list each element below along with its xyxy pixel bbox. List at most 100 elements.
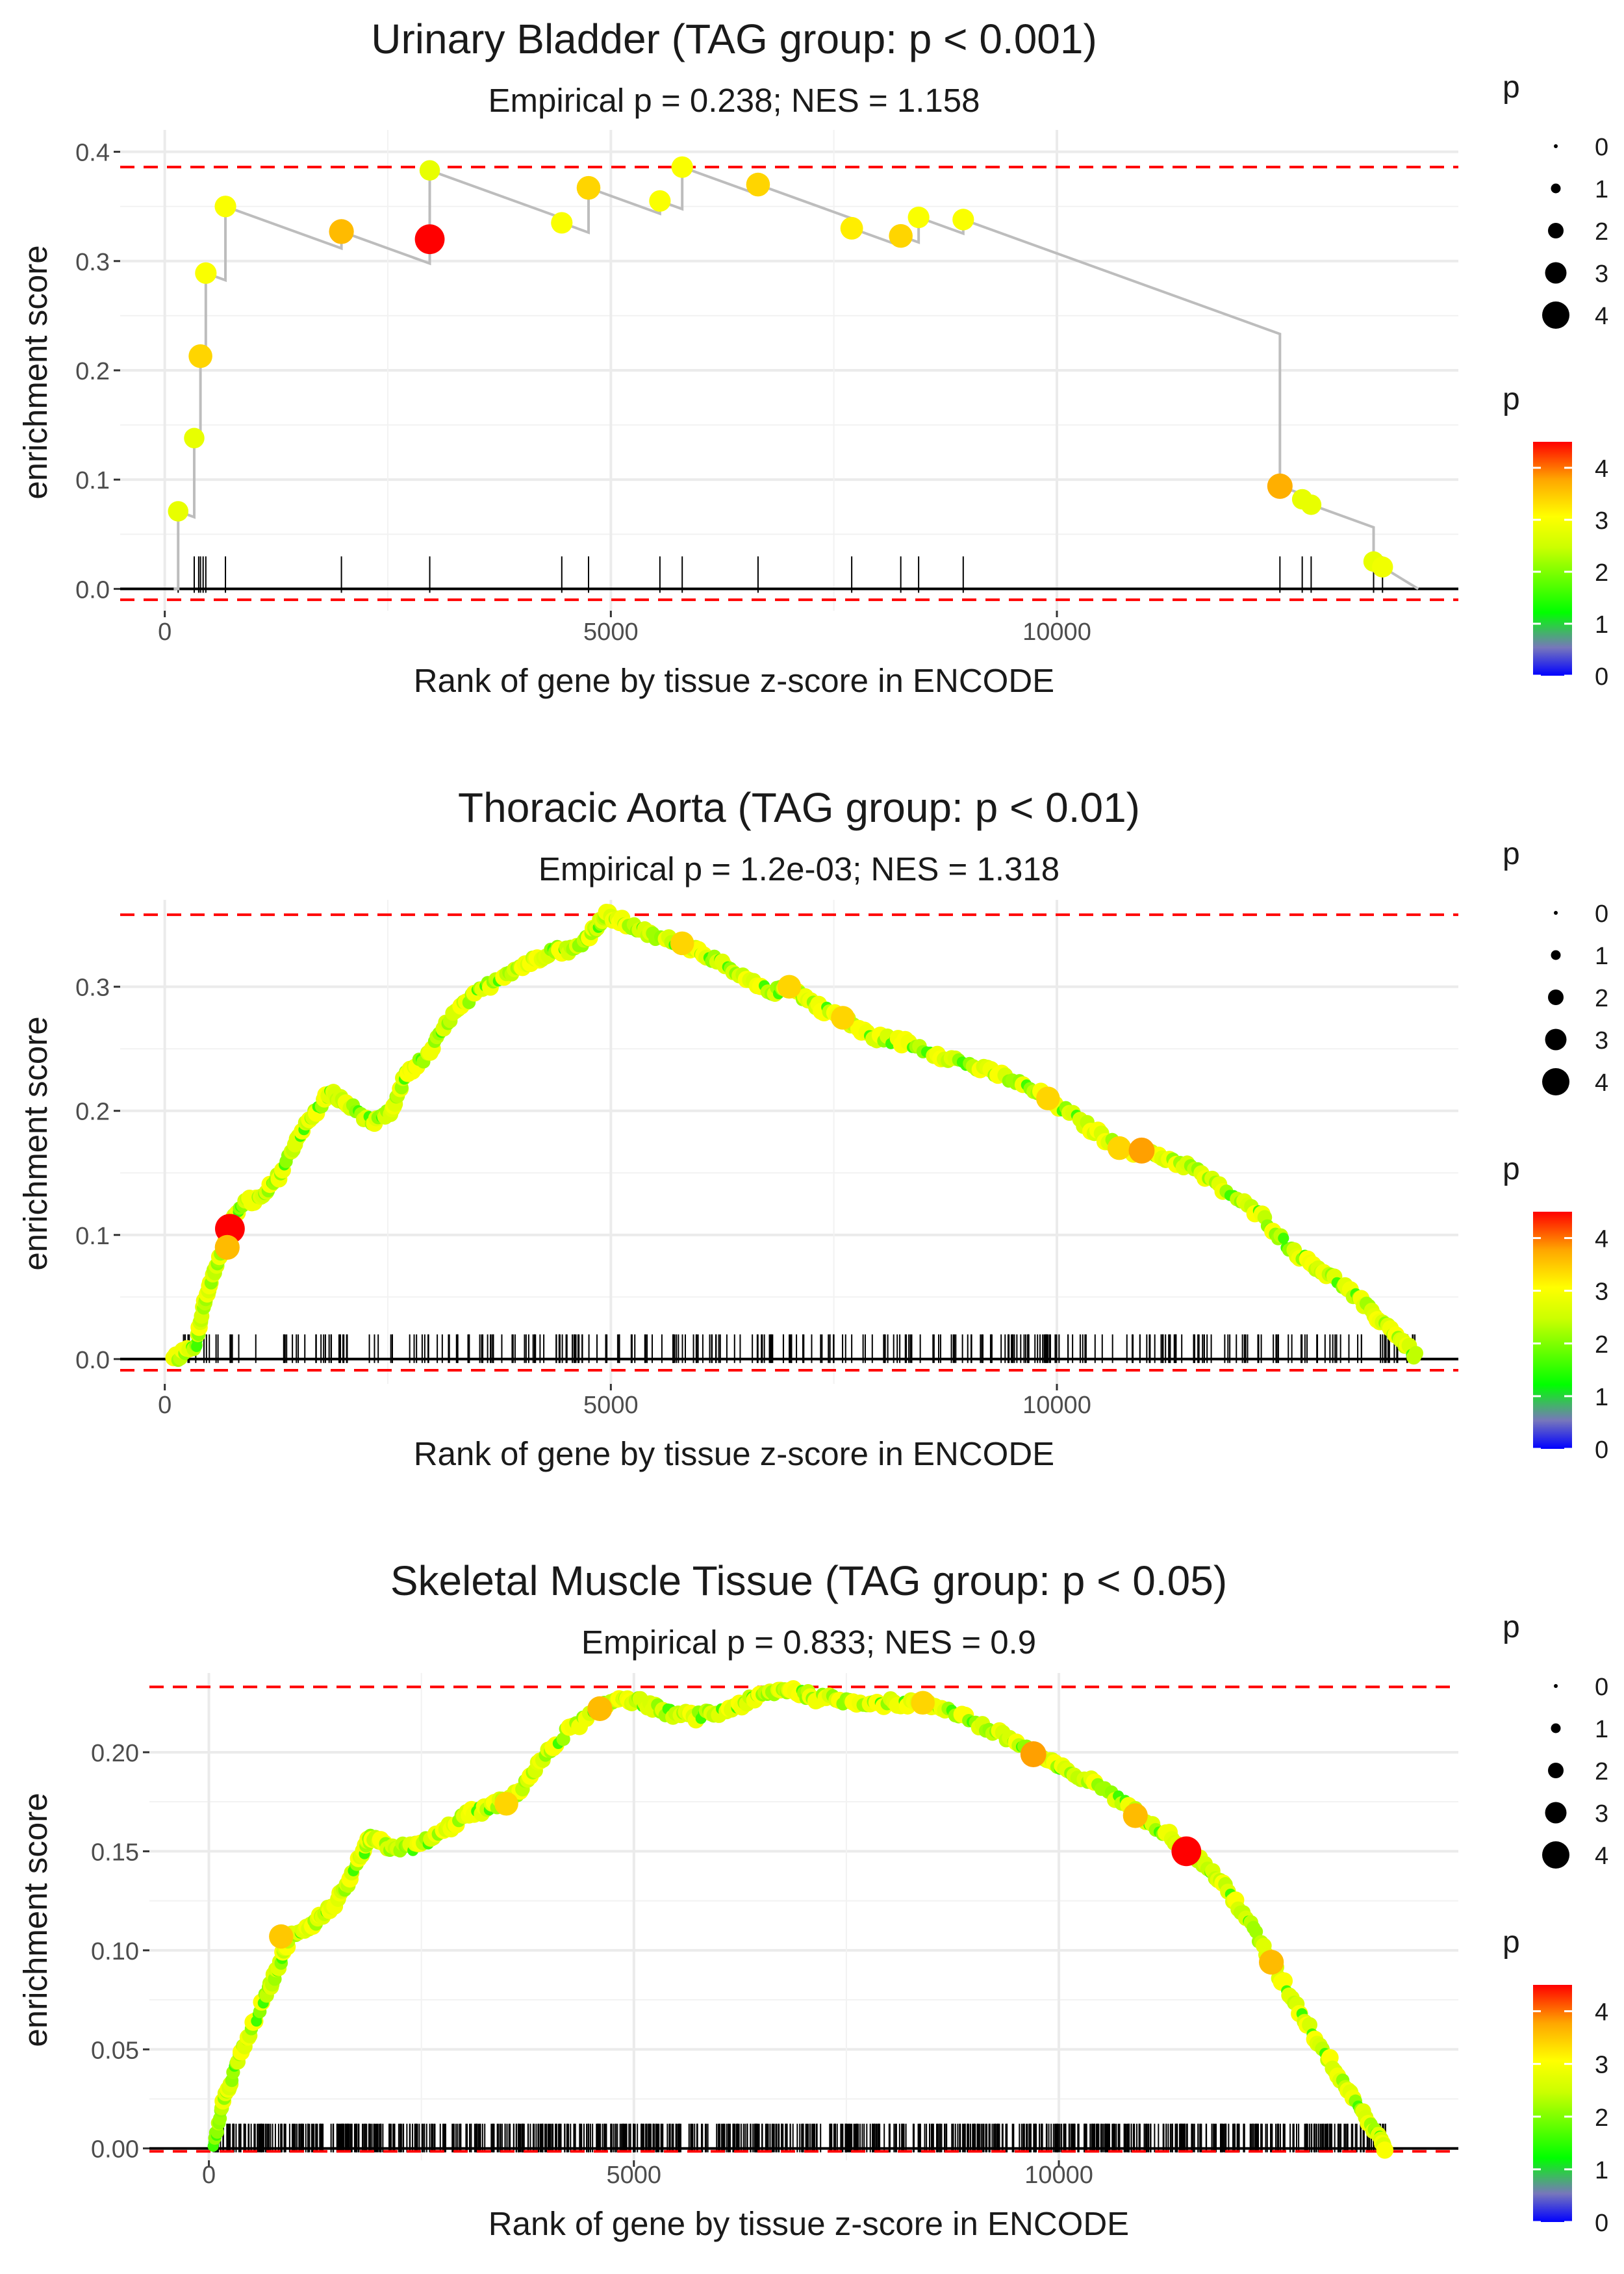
- size-legend-key: [1554, 144, 1558, 148]
- color-legend-label: 3: [1595, 2052, 1608, 2079]
- size-legend-key: [1551, 1723, 1561, 1733]
- color-legend-label: 0: [1595, 663, 1608, 691]
- data-point: [746, 172, 770, 197]
- y-tick-label: 0.3: [75, 975, 110, 1002]
- size-legend-key: [1551, 950, 1561, 960]
- data-point: [1123, 1803, 1148, 1828]
- data-point: [414, 224, 445, 255]
- size-legend-key: [1548, 223, 1564, 238]
- data-point: [952, 209, 974, 231]
- x-tick-label: 10000: [1024, 2162, 1093, 2189]
- color-legend-label: 4: [1595, 455, 1608, 483]
- data-point: [1107, 1136, 1132, 1160]
- y-tick-label: 0.10: [91, 1938, 139, 1965]
- y-tick-label: 0.15: [91, 1839, 139, 1866]
- size-legend-label: 0: [1595, 1674, 1608, 1701]
- color-legend: p 4 3 2 1 0: [1503, 1925, 1608, 2237]
- y-tick-label: 0.00: [91, 2136, 139, 2164]
- size-legend-key: [1545, 262, 1567, 284]
- chart-title: Skeletal Muscle Tissue (TAG group: p < 0…: [390, 1557, 1227, 1604]
- size-legend-title: p: [1503, 70, 1520, 105]
- running-sum-curve: [211, 1687, 1388, 2150]
- color-legend-label: 4: [1595, 1226, 1608, 1253]
- data-point: [840, 216, 863, 240]
- data-point: [1035, 1086, 1060, 1110]
- y-tick-label: 0.1: [75, 467, 110, 494]
- data-point: [587, 1696, 613, 1721]
- data-point: [670, 931, 694, 956]
- x-tick-label: 10000: [1022, 1392, 1091, 1419]
- y-tick-label: 0.05: [91, 2037, 139, 2064]
- size-legend-label: 2: [1595, 218, 1608, 246]
- data-point: [494, 1791, 518, 1816]
- size-legend-key: [1545, 1028, 1567, 1051]
- y-axis-label: enrichment score: [17, 245, 54, 499]
- color-legend-label: 1: [1595, 611, 1608, 639]
- data-point: [671, 156, 693, 178]
- x-axis-label: Rank of gene by tissue z-score in ENCODE: [488, 2205, 1129, 2242]
- size-legend-key: [1542, 1068, 1569, 1095]
- y-tick-label: 0.1: [75, 1223, 110, 1250]
- x-tick-label: 0: [202, 2162, 216, 2189]
- y-tick-label: 0.20: [91, 1740, 139, 1767]
- x-tick-label: 5000: [583, 1392, 639, 1419]
- chart-subtitle: Empirical p = 0.833; NES = 0.9: [581, 1624, 1036, 1661]
- data-point: [831, 1006, 855, 1030]
- data-point: [1171, 1836, 1202, 1867]
- data-point: [1278, 1233, 1289, 1244]
- color-legend-label: 4: [1595, 1999, 1608, 2026]
- y-tick-label: 0.0: [75, 576, 110, 604]
- color-legend-label: 0: [1595, 1437, 1608, 1464]
- size-legend: p 0 1 2 3 4: [1503, 837, 1608, 1097]
- size-legend-label: 4: [1595, 1843, 1608, 1870]
- size-legend-label: 2: [1595, 1758, 1608, 1785]
- data-point: [184, 428, 205, 449]
- y-tick-label: 0.4: [75, 140, 110, 167]
- chart-title: Urinary Bladder (TAG group: p < 0.001): [371, 16, 1097, 62]
- color-legend-bar: [1533, 1212, 1572, 1449]
- color-legend-label: 2: [1595, 559, 1608, 587]
- y-tick-label: 0.2: [75, 358, 110, 385]
- size-legend-title: p: [1503, 1610, 1520, 1644]
- x-axis-label: Rank of gene by tissue z-score in ENCODE: [414, 662, 1054, 699]
- size-legend-label: 1: [1595, 1716, 1608, 1743]
- panel-thoracic-aorta: Thoracic Aorta (TAG group: p < 0.01) Emp…: [17, 784, 1608, 1472]
- color-legend: p 4 3 2 1 0: [1503, 382, 1608, 691]
- x-axis-label: Rank of gene by tissue z-score in ENCODE: [414, 1435, 1054, 1472]
- size-legend-label: 3: [1595, 1027, 1608, 1054]
- size-legend-key: [1542, 1841, 1569, 1869]
- x-tick-label: 0: [158, 619, 171, 646]
- data-point: [777, 975, 802, 999]
- data-point: [1300, 494, 1322, 515]
- size-legend-key: [1554, 1684, 1558, 1688]
- data-point: [576, 175, 601, 200]
- data-point: [1259, 1950, 1284, 1975]
- size-legend-label: 1: [1595, 176, 1608, 203]
- data-point: [1408, 1346, 1424, 1361]
- size-legend-label: 3: [1595, 261, 1608, 288]
- color-legend-label: 3: [1595, 1279, 1608, 1306]
- size-legend-key: [1548, 1763, 1564, 1778]
- size-legend-key: [1554, 911, 1558, 915]
- panel-skeletal-muscle: Skeletal Muscle Tissue (TAG group: p < 0…: [17, 1557, 1608, 2242]
- size-legend-label: 2: [1595, 985, 1608, 1012]
- data-point: [911, 1691, 935, 1715]
- data-point: [214, 1234, 240, 1260]
- x-tick-label: 5000: [583, 619, 639, 646]
- chart-title: Thoracic Aorta (TAG group: p < 0.01): [458, 784, 1140, 831]
- x-tick-label: 0: [158, 1392, 171, 1419]
- data-point: [889, 224, 913, 248]
- y-axis-label: enrichment score: [17, 1016, 54, 1270]
- chart-subtitle: Empirical p = 0.238; NES = 1.158: [488, 82, 980, 119]
- data-point: [1267, 473, 1293, 499]
- data-point: [1275, 1972, 1293, 1990]
- data-point: [168, 501, 189, 522]
- color-legend: p 4 3 2 1 0: [1503, 1152, 1608, 1464]
- y-tick-label: 0.2: [75, 1099, 110, 1126]
- chart-subtitle: Empirical p = 1.2e-03; NES = 1.318: [539, 850, 1059, 888]
- plot-area: 0.00 0.05 0.10 0.15 0.20 0 5000 10000: [91, 1673, 1458, 2189]
- data-point: [907, 206, 930, 229]
- data-point: [214, 196, 236, 218]
- data-point: [329, 219, 354, 244]
